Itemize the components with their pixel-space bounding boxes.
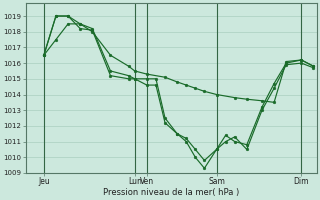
X-axis label: Pression niveau de la mer( hPa ): Pression niveau de la mer( hPa )	[103, 188, 239, 197]
